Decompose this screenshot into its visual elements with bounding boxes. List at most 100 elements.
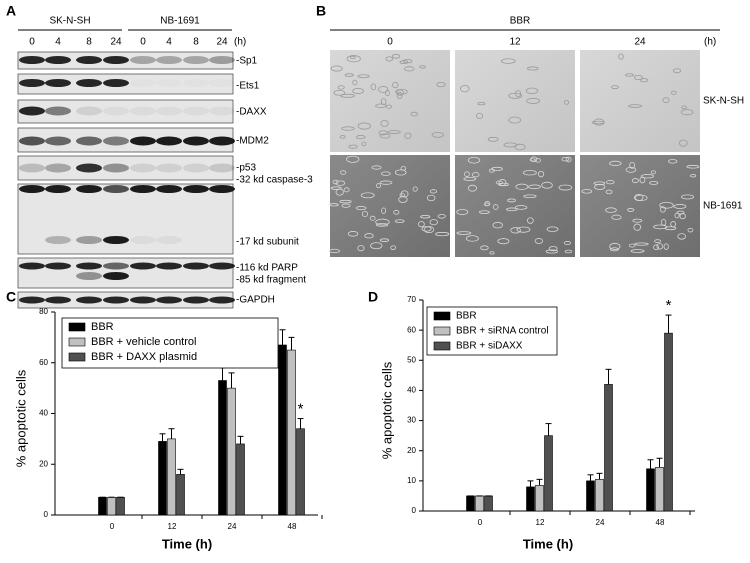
cell (632, 218, 643, 223)
time-label: 24 (634, 37, 646, 48)
band (45, 236, 71, 244)
cell (633, 194, 644, 202)
cell (515, 183, 529, 190)
cell (633, 74, 643, 81)
cell (410, 111, 419, 117)
band (183, 56, 209, 64)
band (156, 185, 182, 193)
band (130, 79, 156, 87)
cell (489, 251, 495, 255)
time-label: 24 (216, 37, 228, 48)
band-label: -MDM2 (236, 136, 269, 147)
cell (357, 74, 370, 79)
cell (673, 204, 687, 209)
annotation: * (666, 297, 672, 314)
cell (341, 126, 355, 131)
y-tick-label: 70 (407, 295, 416, 304)
error-bar (665, 314, 672, 334)
cell (629, 161, 636, 169)
band (76, 296, 102, 304)
band (156, 163, 182, 173)
time-label: 8 (193, 37, 199, 48)
cell (667, 159, 678, 164)
time-label: 0 (140, 37, 146, 48)
band-label: -GAPDH (236, 295, 275, 306)
cell (480, 245, 489, 251)
band (76, 185, 102, 193)
cell (467, 184, 477, 192)
cell (361, 141, 367, 147)
band (76, 106, 102, 116)
bar (535, 485, 544, 512)
cell (348, 144, 358, 149)
band (156, 79, 182, 87)
cell (417, 221, 425, 228)
y-tick-label: 20 (407, 446, 416, 455)
cell (514, 143, 526, 151)
x-tick-label: 48 (656, 518, 665, 527)
cell (526, 217, 534, 224)
cell (357, 122, 371, 130)
cell (624, 73, 634, 77)
x-tick-label: 12 (168, 522, 177, 531)
bar (236, 443, 245, 516)
band (156, 236, 182, 244)
cell (412, 186, 418, 192)
cell (420, 215, 431, 219)
cell (369, 215, 376, 221)
cell (379, 180, 393, 185)
legend-label: BBR + vehicle control (91, 336, 196, 348)
error-bar (237, 435, 244, 444)
cell (330, 186, 342, 190)
cell (346, 55, 361, 63)
blot (17, 183, 234, 255)
y-tick-label: 80 (39, 307, 48, 316)
band (183, 79, 209, 87)
blot (17, 155, 234, 181)
cell (396, 89, 404, 96)
time-label: 4 (166, 37, 172, 48)
bar (664, 332, 673, 512)
cell (330, 65, 343, 72)
error-bar (527, 480, 534, 487)
cell (594, 183, 606, 190)
cell (375, 223, 389, 227)
error-bar (228, 372, 235, 389)
cell (465, 235, 479, 242)
cell (343, 187, 350, 193)
band (45, 163, 71, 173)
band (76, 272, 102, 280)
cell (361, 211, 369, 218)
treatment-label: BBR (510, 16, 531, 27)
band (76, 262, 102, 270)
cell (456, 209, 469, 215)
micrograph (580, 155, 700, 257)
cell (527, 66, 539, 71)
legend-swatch (68, 337, 86, 347)
bar (466, 495, 475, 512)
cell (679, 139, 688, 147)
band (45, 136, 71, 146)
cell (398, 196, 408, 203)
cell (392, 53, 401, 59)
cell (611, 214, 622, 220)
cell (393, 209, 400, 215)
y-tick-label: 20 (39, 459, 48, 468)
cell (639, 176, 646, 184)
cell (355, 135, 366, 140)
band (19, 136, 45, 146)
cell (605, 207, 617, 213)
panel-label: D (368, 289, 378, 305)
cell (341, 203, 351, 208)
cell (679, 213, 686, 220)
y-axis-label: % apoptotic cells (379, 361, 394, 459)
error-bar (297, 418, 304, 429)
error-bar (647, 459, 654, 469)
cell (634, 242, 649, 246)
cell (526, 97, 541, 104)
cell (339, 199, 352, 204)
panel-label: C (6, 289, 16, 305)
cell (467, 156, 481, 164)
cell (522, 170, 537, 176)
bar (646, 468, 655, 512)
